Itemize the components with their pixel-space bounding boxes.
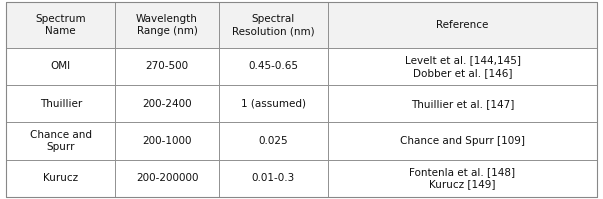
Bar [115,122,219,160]
Text: Chance and Spurr [109]: Chance and Spurr [109] [400,136,525,146]
Text: Thuillier: Thuillier [40,99,82,109]
Text: 200-200000: 200-200000 [136,173,198,183]
Text: Thuillier et al. [147]: Thuillier et al. [147] [411,99,514,109]
Bar [115,2,219,48]
Bar [6,122,115,160]
Bar [115,85,219,122]
Bar [6,85,115,122]
Bar [115,160,219,197]
Bar [328,2,597,48]
Bar [219,160,328,197]
Bar [6,2,115,48]
Text: Chance and
Spurr: Chance and Spurr [30,130,92,152]
Bar [219,48,328,85]
Bar [6,48,115,85]
Text: Levelt et al. [144,145]
Dobber et al. [146]: Levelt et al. [144,145] Dobber et al. [1… [405,55,520,78]
Bar [6,160,115,197]
Bar [328,122,597,160]
Bar [219,122,328,160]
Text: Kurucz: Kurucz [43,173,78,183]
Text: 1 (assumed): 1 (assumed) [241,99,306,109]
Text: Spectral
Resolution (nm): Spectral Resolution (nm) [232,14,315,36]
Text: Fontenla et al. [148]
Kurucz [149]: Fontenla et al. [148] Kurucz [149] [409,167,516,190]
Text: 200-1000: 200-1000 [142,136,192,146]
Text: 0.01-0.3: 0.01-0.3 [252,173,295,183]
Text: 0.025: 0.025 [259,136,288,146]
Text: Spectrum
Name: Spectrum Name [36,14,86,36]
Bar [328,85,597,122]
Bar [219,2,328,48]
Text: OMI: OMI [51,61,71,71]
Text: 0.45-0.65: 0.45-0.65 [248,61,298,71]
Text: Wavelength
Range (nm): Wavelength Range (nm) [136,14,198,36]
Text: Reference: Reference [437,20,488,30]
Bar [328,160,597,197]
Text: 270-500: 270-500 [145,61,189,71]
Text: 200-2400: 200-2400 [142,99,192,109]
Bar [328,48,597,85]
Bar [115,48,219,85]
Bar [219,85,328,122]
